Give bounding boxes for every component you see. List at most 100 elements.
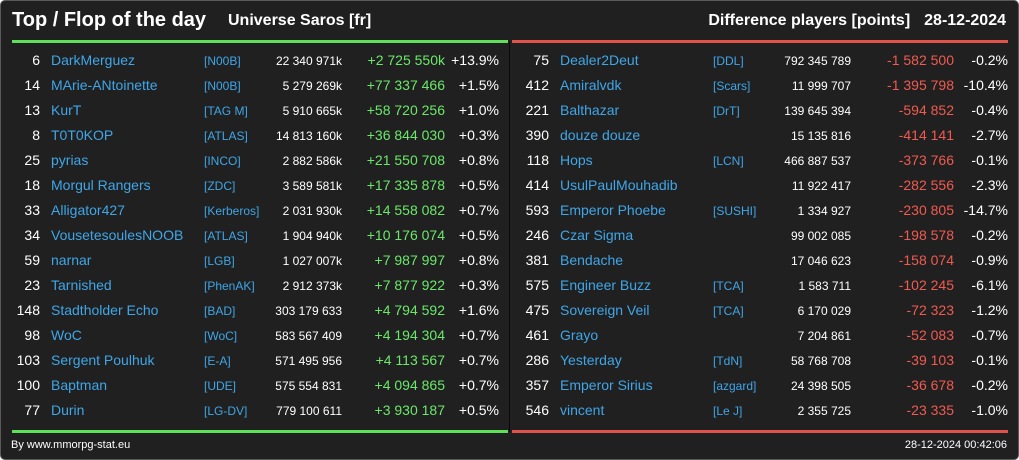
player-rank: 475 bbox=[525, 302, 549, 318]
points-diff: +7 987 997 bbox=[374, 252, 445, 268]
percent-diff: -0.2% bbox=[971, 227, 1008, 243]
player-rank: 593 bbox=[525, 202, 549, 218]
alliance-tag[interactable]: [TAG M] bbox=[204, 104, 248, 118]
alliance-tag[interactable]: [INCO] bbox=[204, 154, 241, 168]
list-item: 98 WoC [WoC] 583 567 409 +4 194 304 +0.7% bbox=[1, 324, 509, 349]
list-item: 33 Alligator427 [Kerberos] 2 031 930k +14 55… bbox=[1, 199, 509, 224]
points-diff: -158 074 bbox=[898, 252, 954, 268]
player-name[interactable]: Hops bbox=[560, 152, 593, 168]
alliance-tag[interactable]: [ZDC] bbox=[204, 179, 236, 193]
player-points: 15 135 816 bbox=[790, 129, 851, 143]
percent-diff: +0.7% bbox=[458, 327, 499, 343]
alliance-tag[interactable]: [N00B] bbox=[204, 54, 241, 68]
points-diff: +14 558 082 bbox=[366, 202, 445, 218]
player-rank: 118 bbox=[526, 152, 549, 168]
column-divider bbox=[509, 42, 510, 432]
percent-diff: +1.0% bbox=[458, 102, 499, 118]
alliance-tag[interactable]: [SUSHI] bbox=[713, 204, 757, 218]
player-name[interactable]: Morgul Rangers bbox=[51, 177, 151, 193]
points-diff: -282 556 bbox=[898, 177, 954, 193]
player-name[interactable]: douze douze bbox=[560, 127, 641, 143]
player-name[interactable]: pyrias bbox=[51, 152, 89, 168]
alliance-tag[interactable]: [ATLAS] bbox=[204, 229, 248, 243]
alliance-tag[interactable]: [LG-DV] bbox=[204, 404, 248, 418]
percent-diff: +0.5% bbox=[458, 177, 499, 193]
points-diff: -1 582 500 bbox=[887, 52, 954, 68]
alliance-tag[interactable]: [PhenAK] bbox=[204, 279, 255, 293]
player-name[interactable]: Tarnished bbox=[51, 277, 112, 293]
player-name[interactable]: Yesterday bbox=[560, 352, 622, 368]
alliance-tag[interactable]: [TCA] bbox=[713, 304, 744, 318]
player-name[interactable]: Balthazar bbox=[560, 102, 620, 118]
player-name[interactable]: Amiralvdk bbox=[560, 77, 622, 93]
list-item: 390 douze douze 15 135 816 -414 141 -2.7% bbox=[510, 124, 1018, 149]
page-title: Top / Flop of the day bbox=[12, 9, 207, 31]
player-name[interactable]: Emperor Phoebe bbox=[560, 202, 666, 218]
player-name[interactable]: Durin bbox=[51, 402, 85, 418]
alliance-tag[interactable]: [LCN] bbox=[713, 154, 744, 168]
alliance-tag[interactable]: [DrT] bbox=[713, 104, 740, 118]
player-name[interactable]: Bendache bbox=[560, 252, 624, 268]
points-diff: -23 335 bbox=[906, 402, 954, 418]
percent-diff: -0.1% bbox=[971, 352, 1008, 368]
player-name[interactable]: Grayo bbox=[560, 327, 599, 343]
list-item: 25 pyrias [INCO] 2 882 586k +21 550 708 +0.8% bbox=[1, 149, 509, 174]
percent-diff: +0.3% bbox=[458, 127, 499, 143]
alliance-tag[interactable]: [TCA] bbox=[713, 279, 744, 293]
list-item: 246 Czar Sigma 99 002 085 -198 578 -0.2% bbox=[510, 224, 1018, 249]
player-name[interactable]: MArie-ANtoinette bbox=[51, 77, 158, 93]
player-name[interactable]: Czar Sigma bbox=[560, 227, 634, 243]
player-rank: 14 bbox=[24, 77, 40, 93]
player-rank: 77 bbox=[24, 402, 40, 418]
player-rank: 25 bbox=[24, 152, 40, 168]
player-name[interactable]: Emperor Sirius bbox=[560, 377, 653, 393]
percent-diff: +0.3% bbox=[458, 277, 499, 293]
footer-timestamp: 28-12-2024 00:42:06 bbox=[904, 439, 1007, 451]
top-bottom-line bbox=[12, 430, 508, 433]
alliance-tag[interactable]: [BAD] bbox=[204, 304, 236, 318]
alliance-tag[interactable]: [UDE] bbox=[204, 379, 237, 393]
player-points: 7 204 861 bbox=[797, 329, 851, 343]
points-diff: -39 103 bbox=[906, 352, 954, 368]
player-name[interactable]: DarkMerguez bbox=[51, 52, 136, 68]
player-name[interactable]: VousetesoulesNOOB bbox=[51, 227, 184, 243]
percent-diff: +0.8% bbox=[458, 152, 499, 168]
list-item: 381 Bendache 17 046 623 -158 074 -0.9% bbox=[510, 249, 1018, 274]
player-name[interactable]: vincent bbox=[560, 402, 605, 418]
alliance-tag[interactable]: [Le J] bbox=[713, 404, 743, 418]
player-points: 11 922 417 bbox=[791, 179, 851, 193]
player-name[interactable]: Sovereign Veil bbox=[560, 302, 650, 318]
alliance-tag[interactable]: [TdN] bbox=[713, 354, 743, 368]
alliance-tag[interactable]: [WoC] bbox=[204, 329, 238, 343]
player-name[interactable]: UsulPaulMouhadib bbox=[560, 177, 678, 193]
player-rank: 546 bbox=[525, 402, 549, 418]
player-name[interactable]: Dealer2Deut bbox=[560, 52, 639, 68]
alliance-tag[interactable]: [Scars] bbox=[713, 79, 751, 93]
alliance-tag[interactable]: [N00B] bbox=[204, 79, 241, 93]
alliance-tag[interactable]: [E-A] bbox=[204, 354, 231, 368]
header-date: 28-12-2024 bbox=[924, 12, 1006, 29]
alliance-tag[interactable]: [ATLAS] bbox=[204, 129, 248, 143]
percent-diff: -0.1% bbox=[971, 152, 1008, 168]
alliance-tag[interactable]: [Kerberos] bbox=[204, 204, 260, 218]
player-points: 5 279 269k bbox=[282, 79, 342, 93]
player-name[interactable]: Alligator427 bbox=[51, 202, 125, 218]
points-diff: -198 578 bbox=[898, 227, 954, 243]
list-item: 148 Stadtholder Echo [BAD] 303 179 633 +4 79… bbox=[1, 299, 509, 324]
player-name[interactable]: Sergent Poulhuk bbox=[51, 352, 155, 368]
player-name[interactable]: Baptman bbox=[51, 377, 108, 393]
player-name[interactable]: narnar bbox=[51, 252, 92, 268]
player-name[interactable]: Stadtholder Echo bbox=[51, 302, 159, 318]
player-name[interactable]: T0T0KOP bbox=[51, 127, 114, 143]
subtitle-label: Difference players [points] bbox=[708, 12, 911, 29]
player-points: 58 768 708 bbox=[790, 354, 851, 368]
player-points: 571 495 956 bbox=[275, 354, 342, 368]
player-name[interactable]: Engineer Buzz bbox=[560, 277, 652, 293]
alliance-tag[interactable]: [DDL] bbox=[713, 54, 744, 68]
alliance-tag[interactable]: [LGB] bbox=[204, 254, 235, 268]
player-name[interactable]: KurT bbox=[51, 102, 82, 118]
universe-label: Universe Saros [fr] bbox=[228, 12, 372, 29]
alliance-tag[interactable]: [azgard] bbox=[713, 379, 757, 393]
player-name[interactable]: WoC bbox=[51, 327, 82, 343]
